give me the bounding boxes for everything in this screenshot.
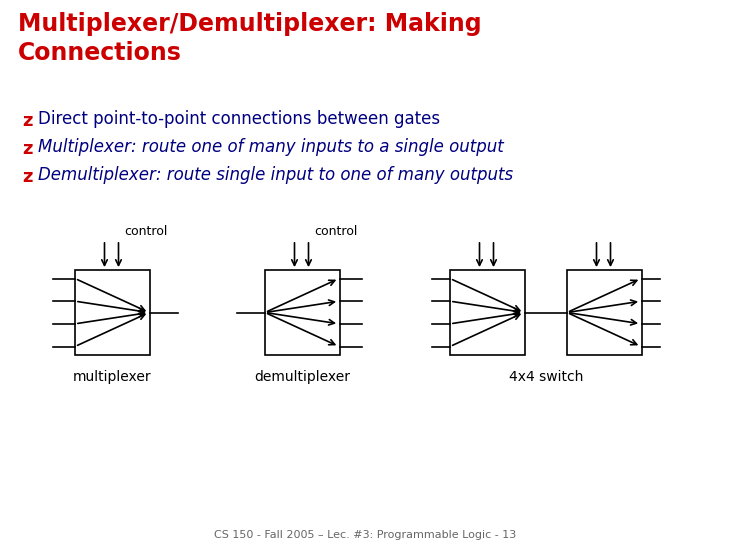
Text: control: control bbox=[315, 225, 358, 238]
Bar bbox=[567, 270, 642, 355]
Text: z: z bbox=[22, 112, 33, 130]
Text: 4x4 switch: 4x4 switch bbox=[509, 370, 583, 384]
Bar bbox=[265, 270, 340, 355]
Bar bbox=[75, 270, 150, 355]
Text: CS 150 - Fall 2005 – Lec. #3: Programmable Logic - 13: CS 150 - Fall 2005 – Lec. #3: Programmab… bbox=[214, 530, 516, 540]
Text: Multiplexer/Demultiplexer: Making
Connections: Multiplexer/Demultiplexer: Making Connec… bbox=[18, 12, 482, 65]
Text: Multiplexer: route one of many inputs to a single output: Multiplexer: route one of many inputs to… bbox=[38, 138, 504, 156]
Text: z: z bbox=[22, 168, 33, 186]
Text: control: control bbox=[125, 225, 168, 238]
Text: Direct point-to-point connections between gates: Direct point-to-point connections betwee… bbox=[38, 110, 440, 128]
Bar bbox=[450, 270, 525, 355]
Text: Demultiplexer: route single input to one of many outputs: Demultiplexer: route single input to one… bbox=[38, 166, 513, 184]
Text: multiplexer: multiplexer bbox=[73, 370, 152, 384]
Text: z: z bbox=[22, 140, 33, 158]
Text: demultiplexer: demultiplexer bbox=[255, 370, 350, 384]
